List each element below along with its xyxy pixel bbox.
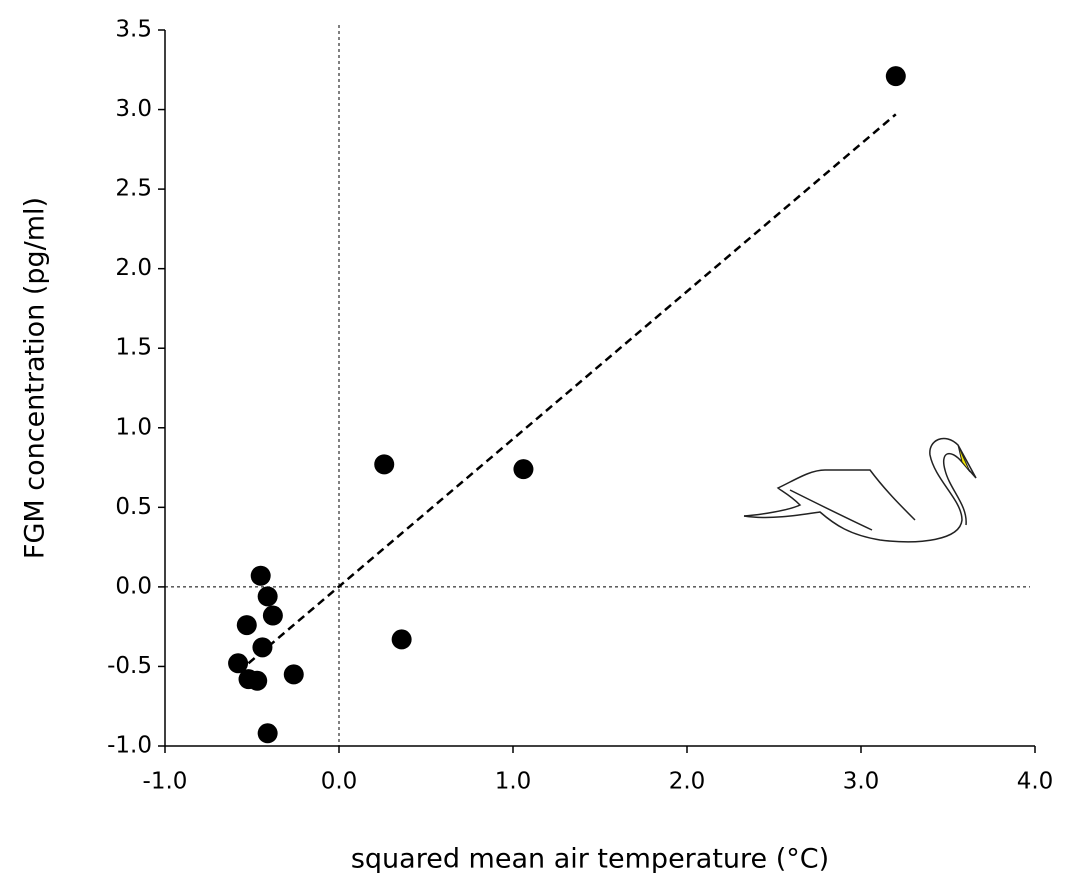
- data-point: [252, 637, 273, 658]
- y-tick-label: 1.0: [115, 414, 152, 440]
- data-point: [374, 454, 395, 475]
- data-point: [257, 586, 278, 607]
- y-axis-title: FGM concentration (pg/ml): [20, 197, 51, 559]
- y-tick-label: -1.0: [107, 733, 152, 759]
- data-point: [885, 66, 906, 87]
- data-point: [283, 664, 304, 685]
- swan-illustration: [743, 437, 977, 543]
- data-point: [236, 615, 257, 636]
- y-tick-label: 2.5: [115, 176, 152, 202]
- data-point: [391, 629, 412, 650]
- x-axis-title: squared mean air temperature (°C): [351, 844, 829, 875]
- data-point: [513, 459, 534, 480]
- trend-line: [247, 113, 897, 665]
- y-tick-label: 1.5: [115, 335, 152, 361]
- y-tick-label: 3.5: [115, 17, 152, 43]
- data-point: [247, 670, 268, 691]
- y-tick-label: 2.0: [115, 255, 152, 281]
- y-tick-label: -0.5: [107, 653, 152, 679]
- x-tick-label: 3.0: [843, 769, 880, 795]
- y-tick-label: 0.5: [115, 494, 152, 520]
- x-tick-label: 1.0: [495, 769, 532, 795]
- data-point: [250, 565, 271, 586]
- x-tick-label: 4.0: [1017, 769, 1054, 795]
- x-tick-label: 0.0: [321, 769, 358, 795]
- data-point: [228, 653, 249, 674]
- data-point: [257, 723, 278, 744]
- x-tick-label: -1.0: [143, 769, 188, 795]
- y-tick-label: 0.0: [115, 573, 152, 599]
- x-tick-label: 2.0: [669, 769, 706, 795]
- y-tick-label: 3.0: [115, 96, 152, 122]
- data-point: [262, 605, 283, 626]
